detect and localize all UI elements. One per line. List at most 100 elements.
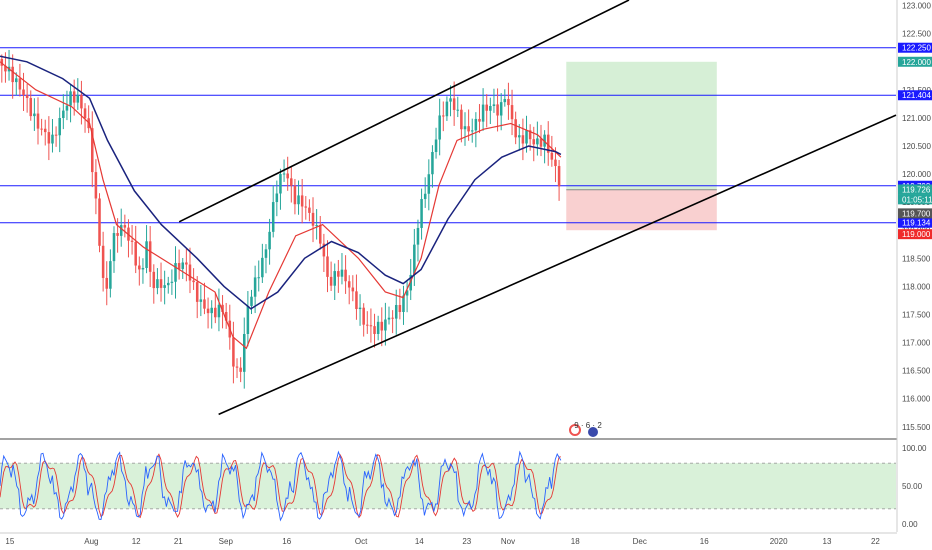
candle-body[interactable] bbox=[239, 367, 242, 372]
candle-body[interactable] bbox=[297, 195, 300, 205]
rsi-main-line[interactable] bbox=[0, 450, 562, 522]
candle-body[interactable] bbox=[119, 225, 123, 236]
rsi-pane[interactable]: 0.00 50.00 100.00 bbox=[0, 444, 927, 529]
candle-body[interactable] bbox=[282, 173, 286, 175]
candle-body[interactable] bbox=[380, 321, 384, 331]
profit-zone[interactable] bbox=[566, 61, 717, 190]
candle-body[interactable] bbox=[300, 195, 304, 207]
candle-body[interactable] bbox=[235, 366, 239, 368]
level-price-tag[interactable] bbox=[898, 42, 932, 53]
rsi-signal-line[interactable] bbox=[0, 453, 561, 519]
slow-moving-average[interactable] bbox=[0, 55, 562, 310]
candle-body[interactable] bbox=[76, 94, 80, 103]
candle-body[interactable] bbox=[29, 97, 33, 117]
candle-body[interactable] bbox=[503, 99, 507, 103]
candle-body[interactable] bbox=[442, 115, 445, 117]
loss-zone[interactable] bbox=[566, 189, 717, 231]
candle-body[interactable] bbox=[36, 113, 40, 129]
level-price-tag[interactable] bbox=[898, 90, 932, 101]
time-axis[interactable]: 15 Aug 12 21 Sep 16 Oct 14 23 Nov 18 Dec 16 2020 13 22 bbox=[0, 532, 897, 546]
candle-body[interactable] bbox=[199, 299, 203, 302]
candle-body[interactable] bbox=[167, 282, 170, 286]
candle-body[interactable] bbox=[268, 231, 271, 250]
candle-body[interactable] bbox=[275, 193, 279, 203]
candle-body[interactable] bbox=[376, 321, 380, 334]
candle-body[interactable] bbox=[550, 152, 554, 160]
candle-body[interactable] bbox=[499, 102, 503, 116]
candle-body[interactable] bbox=[221, 304, 224, 312]
candle-body[interactable] bbox=[510, 105, 514, 120]
candle-body[interactable] bbox=[326, 256, 329, 277]
candle-body[interactable] bbox=[141, 267, 145, 270]
candle-body[interactable] bbox=[315, 225, 318, 227]
candle-body[interactable] bbox=[347, 281, 351, 288]
candle-body[interactable] bbox=[554, 159, 557, 167]
candle-body[interactable] bbox=[156, 279, 159, 289]
candle-body[interactable] bbox=[94, 172, 98, 199]
candle-body[interactable] bbox=[423, 193, 427, 200]
candle-body[interactable] bbox=[250, 296, 253, 306]
candle-body[interactable] bbox=[83, 108, 87, 119]
candle-body[interactable] bbox=[148, 241, 152, 272]
candle-body[interactable] bbox=[192, 280, 195, 283]
candle-body[interactable] bbox=[351, 287, 355, 292]
candle-body[interactable] bbox=[333, 271, 336, 286]
candle-body[interactable] bbox=[15, 78, 18, 83]
candle-body[interactable] bbox=[72, 91, 76, 103]
candle-body[interactable] bbox=[33, 113, 36, 117]
candle-body[interactable] bbox=[546, 134, 550, 153]
candle-body[interactable] bbox=[322, 243, 326, 257]
candle-body[interactable] bbox=[438, 115, 441, 140]
candle-body[interactable] bbox=[261, 257, 264, 278]
candle-body[interactable] bbox=[318, 225, 322, 244]
candle-body[interactable] bbox=[257, 277, 261, 279]
candle-body[interactable] bbox=[152, 271, 156, 289]
candle-body[interactable] bbox=[373, 326, 376, 334]
candle-body[interactable] bbox=[474, 118, 478, 131]
level-price-tag[interactable] bbox=[898, 217, 932, 228]
fast-moving-average[interactable] bbox=[0, 61, 562, 350]
candle-body[interactable] bbox=[384, 319, 387, 331]
price-tag[interactable] bbox=[898, 208, 932, 219]
candle-body[interactable] bbox=[525, 130, 528, 144]
candle-body[interactable] bbox=[54, 134, 58, 136]
candle-body[interactable] bbox=[398, 304, 402, 313]
candle-body[interactable] bbox=[413, 244, 416, 275]
candle-body[interactable] bbox=[69, 91, 72, 106]
candle-body[interactable] bbox=[174, 263, 177, 282]
candle-body[interactable] bbox=[105, 277, 109, 289]
candle-body[interactable] bbox=[329, 276, 333, 286]
candle-body[interactable] bbox=[293, 185, 297, 205]
candle-body[interactable] bbox=[355, 291, 358, 310]
price-axis[interactable]: 115.500 116.000 116.500 117.000 117.500 118.0… bbox=[896, 0, 932, 532]
candle-body[interactable] bbox=[492, 104, 496, 106]
candle-body[interactable] bbox=[507, 99, 510, 106]
candle-body[interactable] bbox=[452, 98, 456, 110]
candle-body[interactable] bbox=[264, 249, 268, 258]
candle-body[interactable] bbox=[489, 105, 492, 111]
candle-body[interactable] bbox=[224, 311, 228, 321]
candle-body[interactable] bbox=[311, 212, 315, 226]
candle-body[interactable] bbox=[449, 98, 452, 102]
candle-body[interactable] bbox=[25, 95, 29, 98]
candle-body[interactable] bbox=[539, 138, 543, 147]
candle-body[interactable] bbox=[362, 307, 365, 325]
candle-body[interactable] bbox=[402, 295, 405, 313]
candle-body[interactable] bbox=[170, 281, 174, 283]
candle-body[interactable] bbox=[11, 66, 14, 83]
candle-body[interactable] bbox=[532, 139, 536, 145]
candle-body[interactable] bbox=[290, 178, 293, 186]
candle-body[interactable] bbox=[543, 134, 546, 147]
candle-body[interactable] bbox=[109, 261, 112, 289]
candle-body[interactable] bbox=[18, 78, 22, 90]
candle-body[interactable] bbox=[134, 241, 137, 266]
candle-body[interactable] bbox=[394, 304, 398, 319]
candle-body[interactable] bbox=[463, 126, 467, 130]
candle-body[interactable] bbox=[206, 308, 210, 314]
candle-body[interactable] bbox=[203, 299, 206, 309]
candle-body[interactable] bbox=[369, 325, 373, 327]
candle-body[interactable] bbox=[478, 118, 481, 122]
candle-body[interactable] bbox=[159, 279, 163, 288]
candle-body[interactable] bbox=[210, 307, 213, 314]
candle-body[interactable] bbox=[518, 135, 521, 138]
